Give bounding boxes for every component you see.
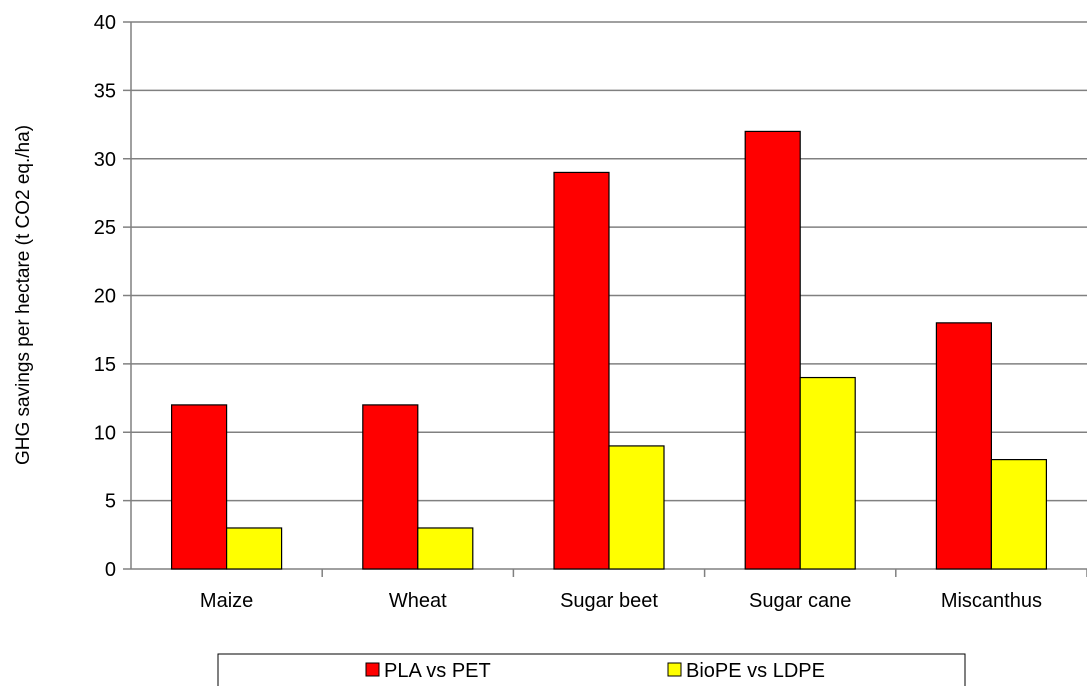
legend-swatch <box>365 662 380 677</box>
y-tick-label: 0 <box>105 559 116 581</box>
bar-miscanthus-series-2 <box>990 459 1048 570</box>
bar-sugar-cane-series-2 <box>799 376 856 570</box>
y-tick-label: 10 <box>94 422 116 444</box>
x-tick-label: Miscanthus <box>941 590 1042 612</box>
y-tick-label: 40 <box>94 12 116 34</box>
x-tick-label: Sugar cane <box>749 590 851 612</box>
bar-sugar-beet-series-1 <box>553 171 610 570</box>
bar-maize-series-1 <box>171 404 228 570</box>
y-tick-label: 20 <box>94 286 116 308</box>
x-tick-label: Maize <box>200 590 253 612</box>
bar-wheat-series-2 <box>417 527 474 570</box>
x-tick-labels: Maize Wheat Sugar beet Sugar cane Miscanthus <box>200 590 1042 612</box>
y-tick-label: 30 <box>94 149 116 171</box>
y-tick-label: 35 <box>94 80 116 102</box>
y-tick-label: 25 <box>94 217 116 239</box>
x-tick-label: Wheat <box>389 590 447 612</box>
y-tick-labels: 0 5 10 15 20 25 30 35 40 <box>94 12 116 581</box>
x-tick-label: Sugar beet <box>560 590 658 612</box>
legend-label: BioPE vs LDPE <box>686 660 825 682</box>
y-tick-label: 5 <box>105 491 116 513</box>
bars <box>171 130 1048 570</box>
bar-maize-series-2 <box>226 527 283 570</box>
legend: PLA vs PET BioPE vs LDPE <box>217 653 966 686</box>
bar-miscanthus-series-1 <box>935 322 993 570</box>
legend-box <box>217 653 966 686</box>
y-axis-title: GHG savings per hectare (t CO2 eq./ha) <box>13 125 34 465</box>
y-tick-label: 15 <box>94 354 116 376</box>
bar-sugar-cane-series-1 <box>744 130 801 570</box>
bar-sugar-beet-series-2 <box>608 445 665 570</box>
legend-swatch <box>667 662 682 677</box>
bar-wheat-series-1 <box>362 404 419 570</box>
legend-label: PLA vs PET <box>384 660 491 682</box>
